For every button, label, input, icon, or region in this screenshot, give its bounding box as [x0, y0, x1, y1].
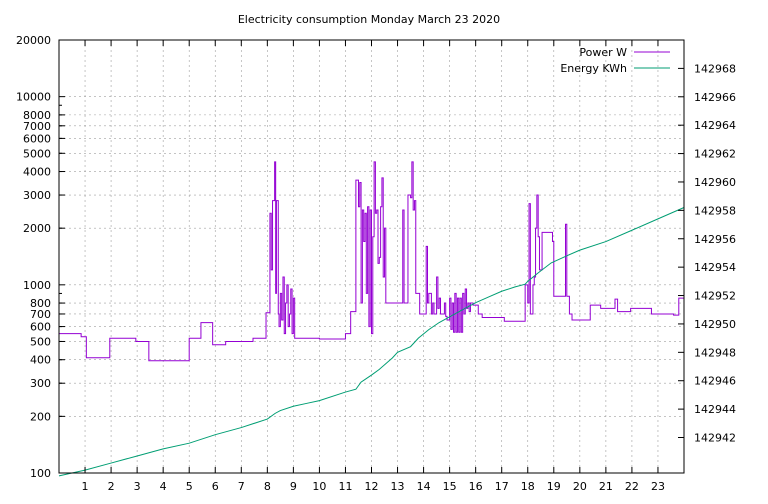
x-tick-label: 11	[338, 480, 352, 493]
x-tick-label: 21	[599, 480, 613, 493]
ticks-layer: 1 2 3 4 5 6 7 8 9 10 11 12 13 14 15 16 17 18 19 20 21 22 23100…	[16, 34, 736, 493]
y2-tick-label: 142944	[694, 403, 736, 416]
x-tick-label: 10	[312, 480, 326, 493]
legend-label: Power W	[579, 46, 627, 59]
y-tick-label: 700	[30, 308, 51, 321]
x-tick-label: 4	[160, 480, 167, 493]
x-tick-label: 19	[547, 480, 561, 493]
x-tick-label: 17	[495, 480, 509, 493]
series-line-energy-kwh	[58, 207, 685, 477]
x-tick-label: 13	[391, 480, 405, 493]
y2-tick-label: 142964	[694, 119, 736, 132]
y-tick-label: 10000	[16, 91, 51, 104]
y-tick-label: 800	[30, 297, 51, 310]
y-tick-label: 400	[30, 354, 51, 367]
legend-label: Energy KWh	[560, 62, 627, 75]
y2-tick-label: 142948	[694, 346, 736, 359]
y2-tick-label: 142958	[694, 204, 736, 217]
y2-tick-label: 142962	[694, 148, 736, 161]
y2-tick-label: 142956	[694, 233, 736, 246]
x-tick-label: 2	[108, 480, 115, 493]
x-tick-label: 8	[264, 480, 271, 493]
y-tick-label: 1000	[23, 279, 51, 292]
x-tick-label: 12	[365, 480, 379, 493]
y-tick-label: 4000	[23, 166, 51, 179]
series-line-power-w	[59, 161, 684, 362]
y2-tick-label: 142966	[694, 91, 736, 104]
y-tick-label: 5000	[23, 147, 51, 160]
y2-tick-label: 142954	[694, 261, 736, 274]
y2-tick-label: 142950	[694, 318, 736, 331]
x-tick-label: 9	[290, 480, 297, 493]
y-tick-label: 600	[30, 321, 51, 334]
y-tick-label: 3000	[23, 189, 51, 202]
grid-layer	[59, 39, 684, 474]
chart-title: Electricity consumption Monday March 23 …	[238, 13, 500, 26]
x-tick-label: 15	[443, 480, 457, 493]
x-tick-label: 14	[417, 480, 431, 493]
y-tick-label: 8000	[23, 109, 51, 122]
y-tick-label: 500	[30, 335, 51, 348]
legend: Power W Energy KWh	[560, 46, 670, 75]
y-tick-label: 100	[30, 467, 51, 480]
series-layer	[58, 161, 685, 477]
y2-tick-label: 142968	[694, 62, 736, 75]
x-tick-label: 18	[521, 480, 535, 493]
x-tick-label: 20	[573, 480, 587, 493]
x-tick-label: 16	[469, 480, 483, 493]
y2-tick-label: 142952	[694, 290, 736, 303]
x-tick-label: 3	[134, 480, 141, 493]
y-tick-label: 300	[30, 377, 51, 390]
y-tick-label: 2000	[23, 222, 51, 235]
y2-tick-label: 142960	[694, 176, 736, 189]
y-tick-label: 20000	[16, 34, 51, 47]
y-tick-label: 200	[30, 410, 51, 423]
x-tick-label: 5	[186, 480, 193, 493]
y-tick-label: 6000	[23, 132, 51, 145]
x-tick-label: 1	[82, 480, 89, 493]
x-tick-label: 6	[212, 480, 219, 493]
x-tick-label: 23	[651, 480, 665, 493]
x-tick-label: 7	[238, 480, 245, 493]
x-tick-label: 22	[625, 480, 639, 493]
y2-tick-label: 142942	[694, 432, 736, 445]
y-tick-label: 7000	[23, 120, 51, 133]
y2-tick-label: 142946	[694, 375, 736, 388]
